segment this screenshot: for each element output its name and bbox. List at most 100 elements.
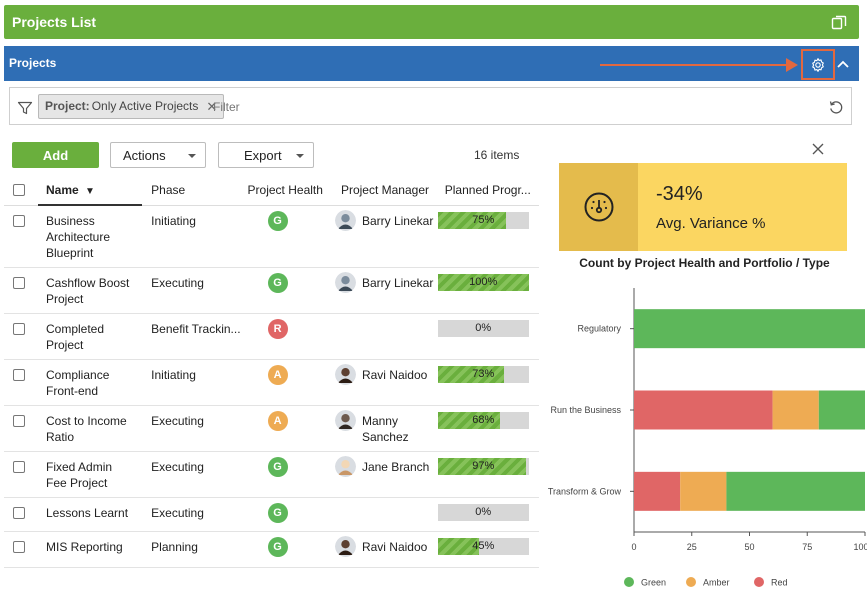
project-name[interactable]: Business Architecture Blueprint <box>46 214 111 260</box>
progress-fill <box>437 537 479 555</box>
avatar <box>334 271 356 293</box>
x-tick-label: 100 <box>853 542 867 552</box>
row-select-cell <box>4 313 38 360</box>
table-row[interactable]: Lessons Learnt Executing G 0% <box>4 497 539 532</box>
progress-label: 100% <box>469 275 498 288</box>
manager: Ravi Naidoo <box>334 363 438 385</box>
actions-dropdown[interactable]: Actions <box>110 142 206 168</box>
row-checkbox[interactable] <box>13 214 25 227</box>
progress-cell: 73% <box>437 359 539 406</box>
x-tick-label: 0 <box>631 542 636 552</box>
bar-segment-green[interactable] <box>818 390 865 430</box>
row-checkbox[interactable] <box>13 414 25 427</box>
select-all-checkbox[interactable] <box>13 183 25 196</box>
phase-cell: Initiating <box>142 359 241 406</box>
health-badge: G <box>267 210 288 231</box>
project-name-cell[interactable]: Business Architecture Blueprint <box>38 205 143 268</box>
project-name[interactable]: Completed Project <box>46 321 105 352</box>
progress-bar: 75% <box>437 211 529 229</box>
project-name-cell[interactable]: Lessons Learnt <box>38 497 143 532</box>
items-count: 16 items <box>474 148 520 162</box>
remove-filter-icon[interactable]: ✕ <box>206 99 218 114</box>
project-name[interactable]: Compliance Front-end <box>46 367 110 398</box>
phase-cell: Benefit Trackin... <box>142 313 241 360</box>
bar-segment-red[interactable] <box>634 390 773 430</box>
page-header: Projects List <box>4 5 859 39</box>
legend-swatch-red[interactable] <box>754 577 764 587</box>
avatar <box>334 455 356 477</box>
phase-cell: Planning <box>142 531 241 568</box>
legend-swatch-amber[interactable] <box>686 577 696 587</box>
manager-cell: Ravi Naidoo <box>334 359 438 406</box>
health-badge: G <box>267 536 288 557</box>
gear-icon <box>812 57 824 72</box>
progress-cell: 0% <box>437 313 539 360</box>
row-checkbox[interactable] <box>13 276 25 289</box>
phase-cell: Executing <box>142 267 241 314</box>
settings-button[interactable] <box>801 49 835 80</box>
column-header-name[interactable]: Name ▼ <box>38 176 143 206</box>
progress-label: 97% <box>472 459 495 472</box>
table-row[interactable]: Completed Project Benefit Trackin... R 0… <box>4 313 539 360</box>
row-checkbox[interactable] <box>13 322 25 335</box>
table-row[interactable]: Cost to Income Ratio Executing A Manny S… <box>4 405 539 452</box>
table-row[interactable]: Business Architecture Blueprint Initiati… <box>4 205 539 268</box>
table-row[interactable]: Compliance Front-end Initiating A Ravi N… <box>4 359 539 406</box>
close-icon[interactable] <box>811 142 825 156</box>
progress-fill <box>437 457 527 475</box>
bar-segment-green[interactable] <box>634 309 865 349</box>
x-tick-label: 25 <box>687 542 697 552</box>
legend-label[interactable]: Green <box>641 578 666 588</box>
project-name-cell[interactable]: Cost to Income Ratio <box>38 405 143 452</box>
column-header-phase[interactable]: Phase <box>142 176 241 206</box>
legend-label[interactable]: Amber <box>703 578 730 588</box>
add-button[interactable]: Add <box>12 142 99 168</box>
table-row[interactable]: Cashflow Boost Project Executing G Barry… <box>4 267 539 314</box>
project-name-cell[interactable]: Compliance Front-end <box>38 359 143 406</box>
column-header-progress[interactable]: Planned Progr... <box>437 176 539 206</box>
legend-swatch-green[interactable] <box>624 577 634 587</box>
kpi-label: Avg. Variance % <box>656 215 766 232</box>
health-cell: R <box>240 313 335 360</box>
copy-icon[interactable] <box>831 14 847 30</box>
project-name-cell[interactable]: Completed Project <box>38 313 143 360</box>
bar-segment-green[interactable] <box>726 471 865 511</box>
progress-bar: 97% <box>437 457 529 475</box>
project-name[interactable]: Fixed Admin Fee Project <box>46 459 113 490</box>
project-name[interactable]: Cashflow Boost Project <box>46 275 130 306</box>
project-name[interactable]: Cost to Income Ratio <box>46 413 127 444</box>
progress-label: 75% <box>472 213 495 226</box>
project-name[interactable]: MIS Reporting <box>46 539 123 554</box>
legend-label[interactable]: Red <box>771 578 788 588</box>
health-cell: A <box>240 359 335 406</box>
reset-filter-icon[interactable] <box>828 99 844 115</box>
filter-input[interactable] <box>213 98 413 116</box>
column-header-health[interactable]: Project Health <box>240 176 335 206</box>
project-name[interactable]: Lessons Learnt <box>46 505 129 520</box>
bar-segment-red[interactable] <box>634 471 681 511</box>
progress-cell: 75% <box>437 205 539 268</box>
table-row[interactable]: MIS Reporting Planning G Ravi Naidoo 45% <box>4 531 539 568</box>
progress-fill <box>437 365 505 383</box>
select-all-cell <box>4 176 38 206</box>
row-checkbox[interactable] <box>13 460 25 473</box>
row-checkbox[interactable] <box>13 540 25 553</box>
row-checkbox[interactable] <box>13 506 25 519</box>
progress-fill <box>437 411 500 429</box>
row-checkbox[interactable] <box>13 368 25 381</box>
phase-cell: Executing <box>142 497 241 532</box>
project-name-cell[interactable]: Cashflow Boost Project <box>38 267 143 314</box>
filter-chip[interactable]: Project: Only Active Projects ✕ <box>38 94 225 119</box>
bar-segment-amber[interactable] <box>680 471 727 511</box>
export-dropdown[interactable]: Export <box>218 142 314 168</box>
collapse-chevron-icon[interactable] <box>835 54 851 74</box>
manager: Ravi Naidoo <box>334 535 438 557</box>
column-header-manager[interactable]: Project Manager <box>334 176 438 206</box>
phase-cell: Initiating <box>142 205 241 268</box>
project-name-cell[interactable]: Fixed Admin Fee Project <box>38 451 143 498</box>
category-label: Transform & Grow <box>548 486 622 496</box>
health-cell: A <box>240 405 335 452</box>
bar-segment-amber[interactable] <box>772 390 819 430</box>
project-name-cell[interactable]: MIS Reporting <box>38 531 143 568</box>
table-row[interactable]: Fixed Admin Fee Project Executing G Jane… <box>4 451 539 498</box>
